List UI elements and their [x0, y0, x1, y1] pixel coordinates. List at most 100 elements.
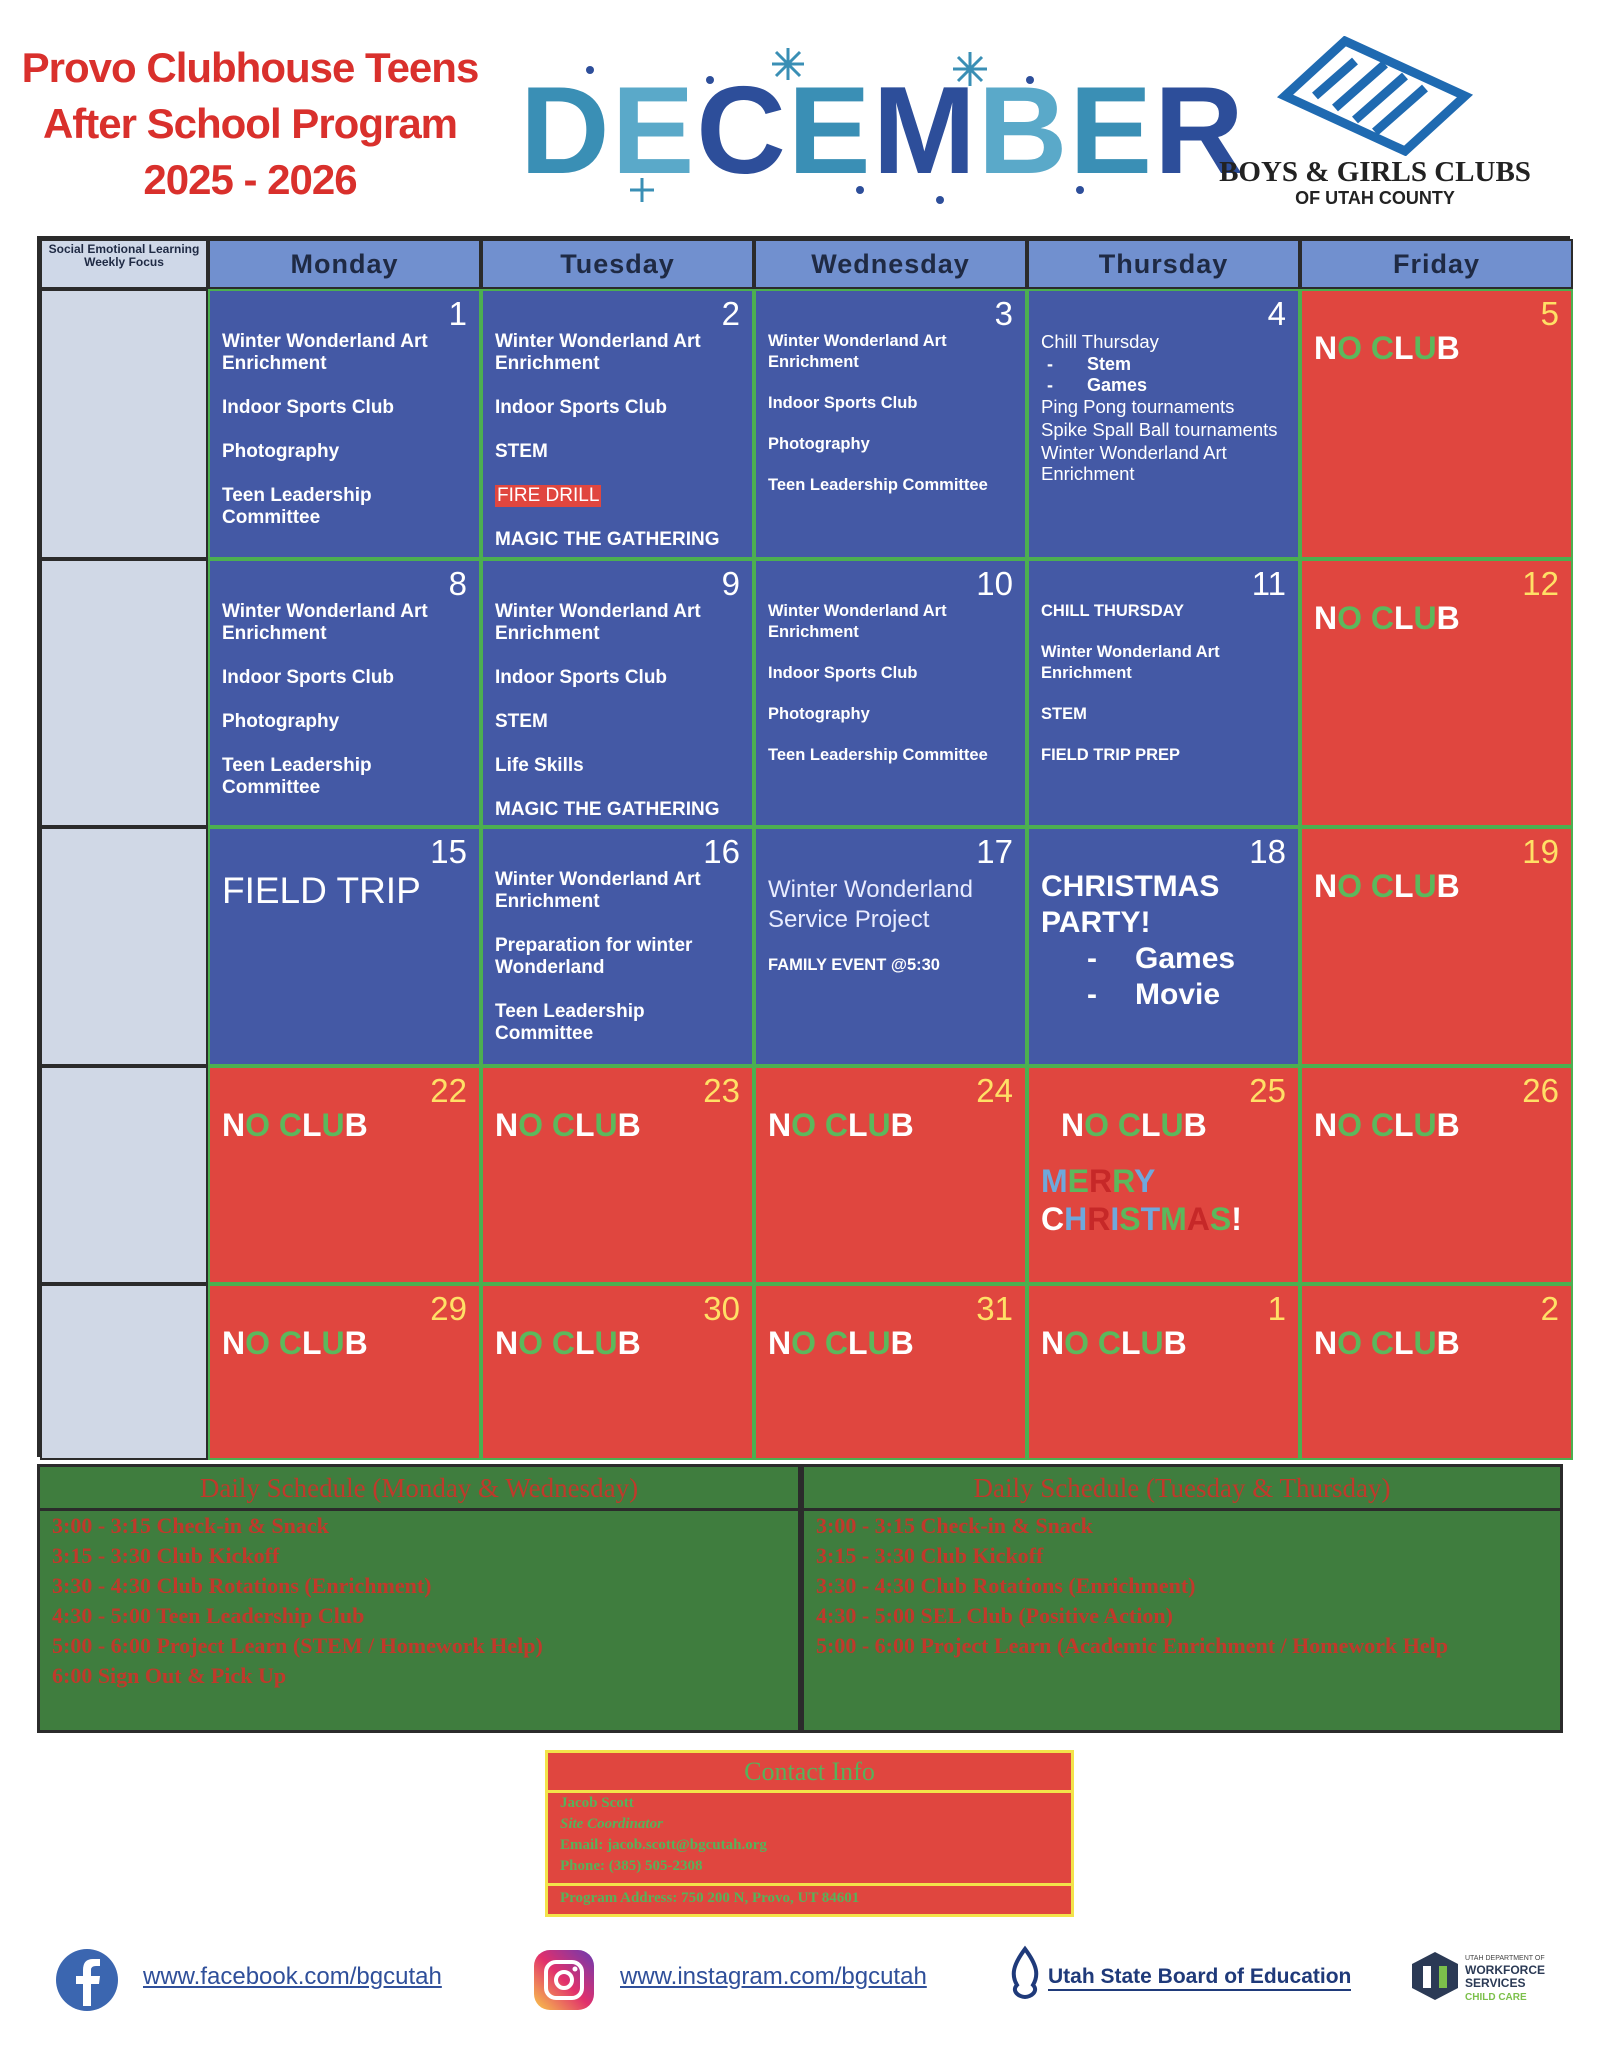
- date-number: 23: [703, 1072, 740, 1109]
- letter: O: [791, 1325, 816, 1361]
- day-heading: Friday: [1300, 239, 1573, 289]
- activity: Photography: [768, 705, 870, 723]
- letter: U: [1413, 600, 1437, 636]
- letter: R: [1087, 1201, 1111, 1237]
- letter: [270, 1107, 279, 1143]
- letter: [1109, 1107, 1118, 1143]
- letter: L: [1394, 868, 1414, 904]
- letter: C: [1041, 1201, 1065, 1237]
- closed-note: NO CLUB: [1314, 599, 1559, 637]
- closed-note: NO CLUB: [768, 1324, 1013, 1362]
- activity: Winter Wonderland Art Enrichment: [495, 601, 701, 644]
- letter: N: [768, 1107, 792, 1143]
- day-heading: Monday: [208, 239, 481, 289]
- letter: S: [1119, 1201, 1141, 1237]
- letter: B: [1436, 330, 1460, 366]
- letter: U: [1160, 1107, 1184, 1143]
- activity: Indoor Sports Club: [222, 667, 395, 688]
- day-cell: 18 CHRISTMAS PARTY!GamesMovie: [1027, 827, 1300, 1066]
- closed-note: NO CLUB: [768, 1106, 1013, 1144]
- letter: L: [1394, 330, 1414, 366]
- schedule-line: 3:00 - 3:15 Check-in & Snack: [52, 1513, 329, 1538]
- letter: C: [551, 1107, 575, 1143]
- letter: N: [1314, 1107, 1338, 1143]
- usbe-name: Utah State Board of Education: [1048, 1965, 1352, 1991]
- letter: [816, 1325, 825, 1361]
- letter: R: [1154, 62, 1246, 200]
- day-cell: 10 Winter Wonderland Art Enrichment Indoor…: [754, 559, 1027, 827]
- letter: U: [321, 1325, 345, 1361]
- date-number: 24: [976, 1072, 1013, 1109]
- activity: FAMILY EVENT @5:30: [768, 956, 940, 974]
- facebook-link[interactable]: www.facebook.com/bgcutah: [143, 1963, 442, 1990]
- schedule-line: 3:00 - 3:15 Check-in & Snack: [816, 1513, 1093, 1538]
- letter: [816, 1107, 825, 1143]
- sel-cell: [40, 827, 208, 1066]
- letter: B: [1183, 1107, 1207, 1143]
- letter: U: [1413, 1325, 1437, 1361]
- letter: O: [1337, 600, 1362, 636]
- activity: MAGIC THE GATHERING: [495, 799, 720, 820]
- calendar: Social Emotional Learning Weekly Focus Mo…: [37, 236, 1573, 1460]
- letter: N: [222, 1325, 246, 1361]
- activity: Movie: [1041, 977, 1286, 1013]
- letter: R: [1112, 1163, 1135, 1199]
- letter: N: [495, 1107, 519, 1143]
- activity: Winter Wonderland Art Enrichment: [495, 869, 701, 912]
- letter: L: [1394, 600, 1414, 636]
- letter: U: [1413, 1107, 1437, 1143]
- date-number: 17: [976, 833, 1013, 870]
- letter: A: [1186, 1201, 1210, 1237]
- closed-note: NO CLUB: [1041, 1106, 1286, 1144]
- letter: B: [890, 1325, 914, 1361]
- closed-note: NO CLUB: [1314, 1106, 1559, 1144]
- contact-line: Jacob Scott: [560, 1795, 634, 1811]
- day-heading: Thursday: [1027, 239, 1300, 289]
- letter: N: [1314, 330, 1338, 366]
- activity: STEM: [1041, 705, 1087, 723]
- day-cell: 25 NO CLUB MERRY CHRISTMAS!: [1027, 1066, 1300, 1284]
- schedule-line: 4:30 - 5:00 Teen Leadership Club: [52, 1603, 365, 1628]
- instagram-link[interactable]: www.instagram.com/bgcutah: [620, 1963, 927, 1990]
- schedule-line: 6:00 Sign Out & Pick Up: [52, 1663, 287, 1688]
- facebook-icon[interactable]: [55, 1948, 119, 2012]
- activity: Life Skills: [495, 755, 584, 776]
- activity: Indoor Sports Club: [768, 394, 918, 412]
- day-cell: 16 Winter Wonderland Art Enrichment Prepar…: [481, 827, 754, 1066]
- closed-note: NO CLUB: [1314, 329, 1559, 367]
- letter: C: [1370, 868, 1394, 904]
- day-cell: 1 Winter Wonderland Art Enrichment Indoor …: [208, 289, 481, 559]
- schedule-panel: Daily Schedule (Tuesday & Thursday) 3:00 …: [801, 1464, 1563, 1733]
- letter: M: [1160, 1201, 1187, 1237]
- schedule-panel: Daily Schedule (Monday & Wednesday) 3:00 …: [37, 1464, 801, 1733]
- contact-title: Contact Info: [548, 1753, 1071, 1793]
- letter: C: [824, 1325, 848, 1361]
- activity: Winter Wonderland Art Enrichment: [768, 332, 947, 371]
- letter: N: [1061, 1107, 1085, 1143]
- day-cell: 3 Winter Wonderland Art Enrichment Indoor …: [754, 289, 1027, 559]
- letter: L: [1121, 1325, 1141, 1361]
- letter: [543, 1107, 552, 1143]
- letter: C: [696, 62, 788, 200]
- letter: U: [594, 1325, 618, 1361]
- activity: Winter Wonderland Art Enrichment: [222, 331, 428, 374]
- activity: Winter Wonderland Art Enrichment: [495, 331, 701, 374]
- day-cell: 11 CHILL THURSDAY Winter Wonderland Art En…: [1027, 559, 1300, 827]
- letter: L: [302, 1325, 322, 1361]
- activity: Teen Leadership Committee: [222, 755, 372, 798]
- letter: U: [594, 1107, 618, 1143]
- activity: CHILL THURSDAY: [1041, 602, 1185, 620]
- day-cell: 26 NO CLUB: [1300, 1066, 1573, 1284]
- day-cell: 15 FIELD TRIP: [208, 827, 481, 1066]
- date-number: 26: [1522, 1072, 1559, 1109]
- closed-note: NO CLUB: [495, 1106, 740, 1144]
- letter: L: [1394, 1325, 1414, 1361]
- date-number: 5: [1540, 295, 1559, 332]
- letter: N: [495, 1325, 519, 1361]
- activity: Spike Spall Ball tournaments: [1041, 419, 1278, 440]
- letter: [1362, 868, 1371, 904]
- letter: C: [1097, 1325, 1121, 1361]
- letter: B: [617, 1325, 641, 1361]
- instagram-icon[interactable]: [532, 1948, 596, 2012]
- letter: L: [848, 1107, 868, 1143]
